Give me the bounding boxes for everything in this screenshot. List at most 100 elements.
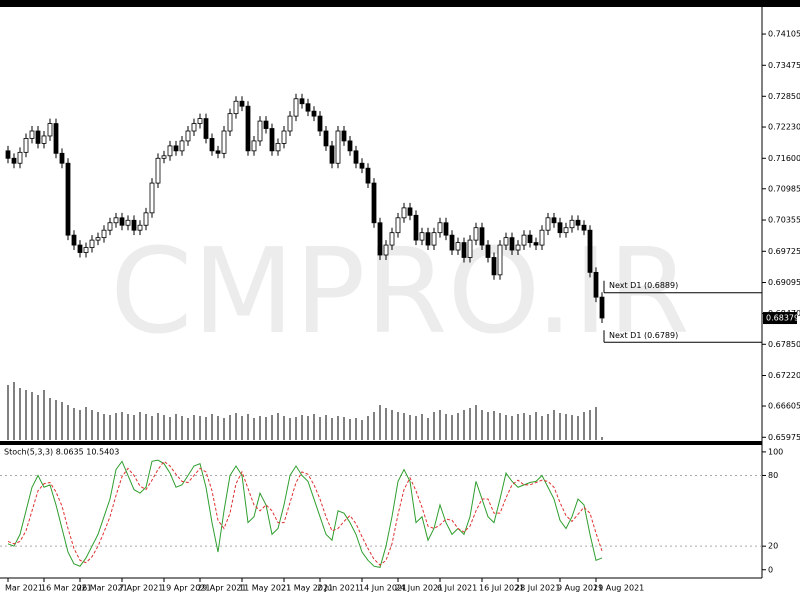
candle-body (515, 244, 521, 251)
candle-body (365, 167, 371, 184)
candle-body (35, 130, 41, 144)
next-d1-label: Next D1 (0.6889) (609, 281, 678, 290)
candle-body (335, 130, 341, 164)
x-tick-label: 9 Aug 2021 (557, 584, 603, 593)
candle-body (251, 140, 257, 152)
candle-body (341, 130, 347, 142)
background (0, 7, 800, 600)
x-tick-label: 16 Jul 2021 (479, 584, 524, 593)
candle-body (563, 227, 569, 234)
x-tick-label: 21 May 2021 (281, 584, 333, 593)
candle-body (437, 222, 443, 234)
x-tick-label: 6 Jul 2021 (437, 584, 477, 593)
x-tick-label: Mar 2021 (5, 584, 43, 593)
candle-body (209, 138, 215, 152)
candle-body (371, 182, 377, 224)
candle-body (203, 118, 209, 139)
x-tick-label: 7 Apr 2021 (119, 584, 163, 593)
candle-body (155, 157, 161, 184)
candle-body (269, 128, 275, 152)
candle-body (53, 123, 59, 154)
stoch-line (7, 459, 603, 568)
candle-body (419, 232, 425, 241)
y-tick-label: 0.74105 (768, 30, 800, 39)
y-tick-label: 0.65975 (768, 433, 800, 442)
candle-body (185, 130, 191, 142)
y-tick-label: 0.71600 (768, 154, 800, 163)
candle-body (527, 234, 533, 243)
candle-body (491, 257, 497, 276)
candle-body (47, 123, 53, 137)
candle-body (395, 217, 401, 234)
candle-body (233, 100, 239, 115)
candle-body (407, 207, 413, 216)
candle-body (449, 234, 455, 251)
candle-body (347, 140, 353, 152)
next-d1-label: Next D1 (0.6789) (609, 331, 678, 340)
candle-body (275, 143, 281, 152)
candle-body (167, 145, 173, 157)
candle-body (431, 232, 437, 246)
candle-body (119, 217, 125, 226)
candle-body (293, 98, 299, 117)
candle-body (551, 217, 557, 224)
candle-body (95, 237, 101, 241)
candle-body (179, 140, 185, 152)
candle-body (575, 219, 581, 226)
candle-body (113, 217, 119, 224)
candle-body (65, 162, 71, 236)
candle-body (317, 115, 323, 132)
candle-body (539, 229, 545, 246)
candle-body (197, 118, 203, 124)
candle-body (131, 219, 137, 231)
candle-body (245, 105, 251, 152)
candle-body (389, 232, 395, 246)
x-tick-label: 19 Aug 2021 (593, 584, 644, 593)
y-tick-label: 0.69095 (768, 278, 800, 287)
candle-body (461, 242, 467, 258)
candle-body (89, 239, 95, 248)
y-tick-label: 80 (768, 471, 778, 480)
x-tick-label: 11 May 2021 (239, 584, 291, 593)
candle-body (569, 219, 575, 229)
candle-body (359, 162, 365, 169)
candle-body (503, 237, 509, 246)
x-tick-label: 16 Mar 2021 (41, 584, 92, 593)
y-tick-label: 0.70985 (768, 184, 800, 193)
y-tick-label: 0.66605 (768, 402, 800, 411)
y-tick-label: 0.69725 (768, 247, 800, 256)
y-tick-label: 0 (768, 565, 773, 574)
candle-body (557, 222, 563, 234)
stoch-line (7, 460, 603, 566)
candle-body (581, 224, 587, 231)
candle-body (299, 98, 305, 105)
candle-body (173, 145, 179, 152)
candle-body (599, 296, 605, 319)
candle-body (17, 151, 23, 164)
y-tick-label: 0.72230 (768, 123, 800, 132)
candle-body (533, 242, 539, 246)
candle-body (413, 214, 419, 241)
candle-body (425, 232, 431, 246)
y-tick-label: 0.72850 (768, 92, 800, 101)
stoch-title: Stoch(5,3,3) 8.0635 10.5403 (4, 448, 119, 457)
candle-body (329, 145, 335, 164)
watermark: CMPRO.IR (110, 222, 690, 360)
candle-body (587, 229, 593, 273)
x-tick-label: 2 Jun 2021 (317, 584, 360, 593)
y-tick-label: 0.70355 (768, 216, 800, 225)
candle-body (281, 130, 287, 144)
candle-body (593, 271, 599, 298)
candle-body (143, 212, 149, 226)
candle-body (485, 244, 491, 258)
candle-body (137, 224, 143, 231)
candle-body (545, 217, 551, 231)
y-tick-label: 100 (768, 447, 783, 456)
last-price-tag (763, 312, 797, 325)
candle-body (221, 130, 227, 154)
candle-body (29, 130, 35, 139)
candle-body (311, 110, 317, 117)
candle-body (41, 135, 47, 144)
candle-body (161, 155, 167, 159)
x-tick-label: 19 Apr 2021 (161, 584, 210, 593)
